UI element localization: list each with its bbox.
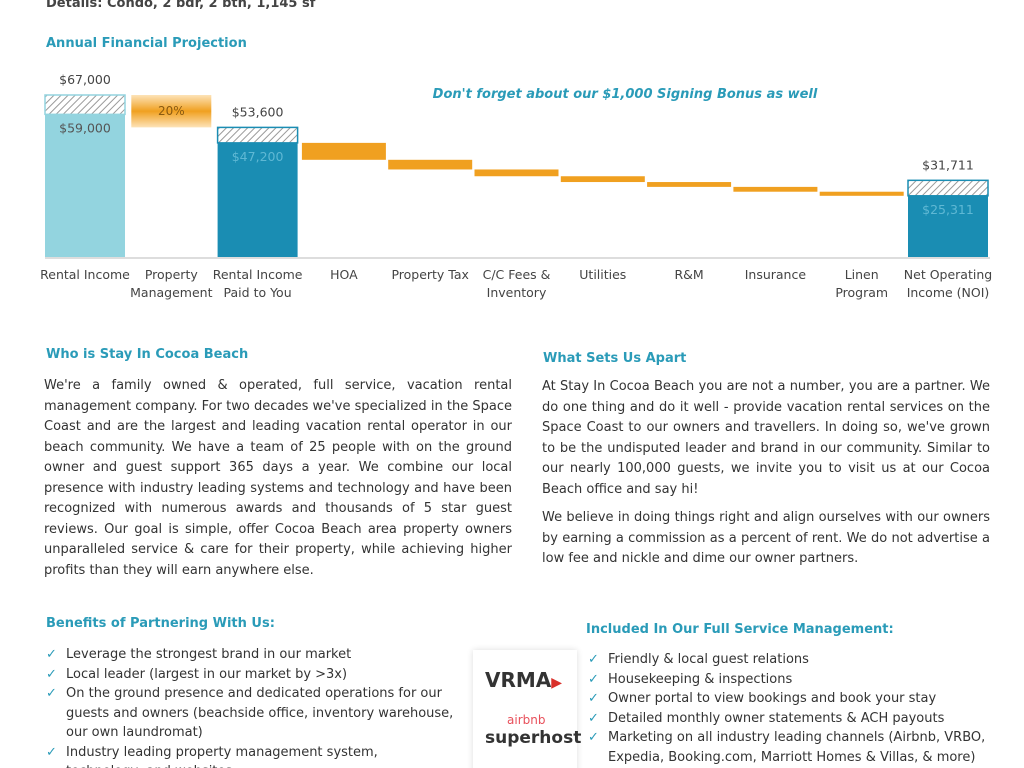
category-label: Property Tax	[391, 267, 469, 282]
logo-text: VRMA	[485, 668, 552, 692]
bar	[388, 159, 473, 170]
list-item: Leverage the strongest brand in our mark…	[44, 645, 456, 665]
list-item: Friendly & local guest relations	[586, 650, 996, 670]
section-title: Included In Our Full Service Management:	[586, 622, 894, 637]
paragraph: We're a family owned & operated, full se…	[44, 378, 512, 578]
value-label: $31,711	[922, 157, 974, 172]
bar	[733, 186, 818, 192]
bar	[908, 195, 988, 257]
list-item: Detailed monthly owner statements & ACH …	[586, 709, 996, 729]
bar	[301, 142, 386, 160]
paragraph: At Stay In Cocoa Beach you are not a num…	[542, 379, 990, 497]
category-label: Insurance	[744, 267, 807, 282]
apart-text: At Stay In Cocoa Beach you are not a num…	[542, 377, 990, 578]
bar	[647, 182, 732, 187]
bar-bonus	[907, 179, 989, 197]
chart-title: Annual Financial Projection	[46, 36, 247, 51]
category-label: Rental Income Paid to You	[212, 267, 303, 300]
superhost-logo: superhost	[485, 728, 582, 748]
category-label: R&M	[674, 267, 704, 282]
list-item: On the ground presence and dedicated ope…	[44, 684, 456, 743]
airbnb-logo: airbnb	[507, 713, 546, 727]
value-label: $53,600	[232, 104, 284, 119]
about-text: We're a family owned & operated, full se…	[44, 376, 512, 589]
paragraph: We believe in doing things right and ali…	[542, 510, 990, 566]
bar	[819, 191, 904, 196]
logo-box: VRMA▶ airbnb superhost	[473, 650, 581, 768]
section-title: Benefits of Partnering With Us:	[46, 616, 275, 631]
value-label: $59,000	[59, 120, 111, 135]
category-label: Property Management	[130, 267, 213, 300]
bar-bonus	[216, 126, 299, 144]
category-label: Utilities	[579, 267, 627, 282]
category-label: Rental Income	[40, 267, 130, 282]
included-list: Friendly & local guest relationsHousekee…	[586, 650, 996, 767]
benefits-list: Leverage the strongest brand in our mark…	[44, 645, 456, 768]
section-title: Who is Stay In Cocoa Beach	[46, 347, 249, 362]
list-item: Owner portal to view bookings and book y…	[586, 689, 996, 709]
list-item: Local leader (largest in our market by >…	[44, 665, 456, 685]
value-label: $47,200	[232, 149, 284, 164]
bar-bonus	[44, 94, 126, 116]
bar	[474, 169, 559, 177]
category-label: HOA	[330, 267, 358, 282]
category-label: Net Operating Income (NOI)	[903, 267, 993, 300]
bar	[560, 176, 645, 183]
vrma-logo: VRMA▶	[485, 668, 562, 692]
details: Details: Condo, 2 bdr, 2 bth, 1,145 sf	[46, 0, 316, 11]
bar	[217, 142, 298, 257]
category-label: C/C Fees & Inventory	[482, 267, 551, 300]
section-title: What Sets Us Apart	[543, 351, 687, 366]
list-item: Marketing on all industry leading channe…	[586, 728, 996, 767]
list-item: Housekeeping & inspections	[586, 670, 996, 690]
category-label: Linen Program	[835, 267, 889, 300]
value-label: $25,311	[922, 202, 974, 217]
chart: Don't forget about our $1,000 Signing Bo…	[44, 72, 990, 259]
annotation: Don't forget about our $1,000 Signing Bo…	[433, 87, 818, 102]
value-label: $67,000	[59, 72, 111, 87]
bar	[131, 95, 212, 128]
bar	[45, 114, 125, 257]
value-label: 20%	[158, 104, 185, 118]
list-item: Industry leading property management sys…	[44, 743, 456, 768]
logo-arrow: ▶	[551, 675, 563, 691]
